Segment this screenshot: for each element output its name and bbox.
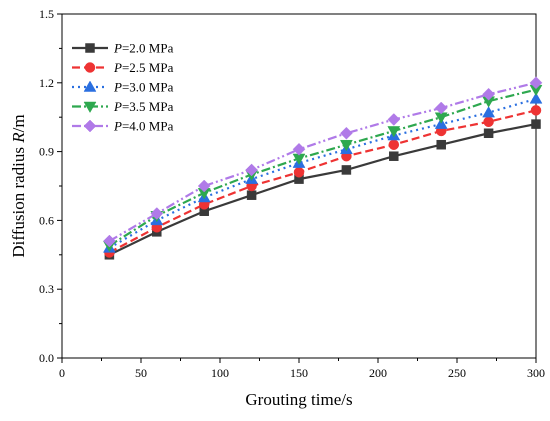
series-1 bbox=[104, 119, 541, 260]
legend-label: P=3.5 MPa bbox=[113, 99, 174, 114]
y-axis-title: Diffusion radius R/m bbox=[9, 114, 28, 257]
series-line bbox=[108, 81, 537, 242]
legend-marker bbox=[83, 80, 97, 92]
data-point bbox=[293, 166, 305, 178]
x-tick-label: 50 bbox=[135, 366, 147, 380]
data-point bbox=[482, 87, 495, 101]
series-group bbox=[102, 76, 543, 260]
series-line bbox=[108, 109, 537, 254]
y-axis: 0.0 0.3 0.6 0.9 1.2 1.5 bbox=[39, 7, 62, 365]
data-point bbox=[387, 126, 401, 138]
legend-label: P=3.0 MPa bbox=[113, 80, 174, 95]
y-tick-label: 1.5 bbox=[39, 7, 54, 21]
data-point bbox=[340, 126, 353, 140]
series-5 bbox=[103, 76, 543, 248]
y-tick-label: 0.0 bbox=[39, 351, 54, 365]
legend-item: P=2.0 MPa bbox=[72, 41, 174, 56]
x-tick-label: 100 bbox=[211, 366, 229, 380]
y-tick-label: 0.9 bbox=[39, 145, 54, 159]
data-point bbox=[103, 234, 116, 248]
data-point bbox=[529, 92, 543, 104]
legend-item: P=2.5 MPa bbox=[72, 60, 174, 75]
data-point bbox=[482, 106, 496, 118]
series-3 bbox=[102, 92, 543, 253]
legend-marker bbox=[83, 101, 97, 114]
data-point bbox=[197, 179, 211, 193]
data-point bbox=[436, 139, 446, 150]
legend-label: P=2.5 MPa bbox=[113, 60, 174, 75]
data-point bbox=[246, 190, 257, 200]
data-point bbox=[245, 163, 258, 177]
data-point bbox=[483, 116, 494, 128]
data-point bbox=[388, 139, 400, 150]
y-tick-label: 0.6 bbox=[39, 213, 54, 227]
legend-item: P=3.5 MPa bbox=[72, 99, 174, 114]
data-point bbox=[341, 165, 352, 175]
x-tick-label: 300 bbox=[527, 366, 545, 380]
data-point bbox=[339, 139, 353, 152]
legend-label: P=2.0 MPa bbox=[113, 41, 174, 56]
x-tick-label: 150 bbox=[290, 366, 308, 380]
data-point bbox=[150, 207, 164, 220]
legend-marker bbox=[85, 43, 95, 53]
legend-marker bbox=[83, 119, 97, 133]
x-axis: 0 50 100 150 200 250 300 bbox=[59, 358, 545, 380]
y-tick-label: 1.2 bbox=[39, 76, 54, 90]
series-line bbox=[108, 123, 537, 256]
legend-marker bbox=[84, 62, 96, 73]
legend-item: P=4.0 MPa bbox=[72, 119, 174, 134]
data-point bbox=[531, 119, 541, 129]
data-point bbox=[292, 142, 306, 156]
data-point bbox=[387, 113, 401, 126]
legend-item: P=3.0 MPa bbox=[72, 80, 174, 95]
x-tick-label: 200 bbox=[369, 366, 387, 380]
data-point bbox=[530, 105, 542, 116]
data-point bbox=[434, 101, 448, 115]
data-point bbox=[529, 76, 543, 90]
data-point bbox=[389, 151, 399, 161]
x-tick-label: 0 bbox=[59, 366, 65, 380]
series-line bbox=[108, 88, 537, 247]
data-point bbox=[483, 128, 494, 139]
x-axis-title: Grouting time/s bbox=[245, 390, 352, 409]
legend-label: P=4.0 MPa bbox=[113, 119, 174, 134]
y-tick-label: 0.3 bbox=[39, 282, 54, 296]
legend: P=2.0 MPa P=2.5 MPa P=3.0 MPa P=3.5 MPa P=4.… bbox=[72, 41, 174, 134]
x-tick-label: 250 bbox=[448, 366, 466, 380]
